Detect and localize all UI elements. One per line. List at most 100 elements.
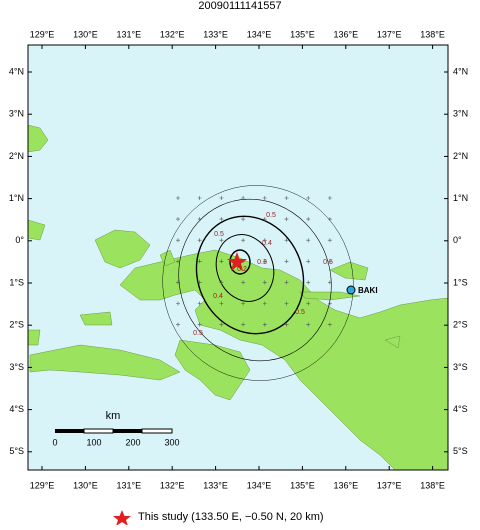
- grid-point: [219, 301, 224, 306]
- lon-label: 130°E: [73, 480, 98, 490]
- contour-label: 0.4: [213, 293, 223, 300]
- grid-point: [327, 322, 332, 327]
- grid-point: [241, 301, 246, 306]
- grid-point: [241, 322, 246, 327]
- scale-label: 100: [86, 437, 101, 447]
- lat-label: 0°: [15, 235, 24, 245]
- grid-point: [284, 238, 289, 243]
- grid-point: [284, 322, 289, 327]
- grid-point: [306, 301, 311, 306]
- grid-point: [327, 196, 332, 200]
- grid-point: [284, 217, 289, 222]
- scale-label: 200: [125, 437, 140, 447]
- lat-label: 4°S: [453, 404, 468, 414]
- frame: [27, 44, 449, 471]
- grid-point: [197, 238, 202, 243]
- legend-label: This study (133.50 E, −0.50 N, 20 km): [138, 511, 324, 523]
- lon-label: 134°E: [247, 480, 272, 490]
- grid-point: [306, 196, 311, 200]
- grid-point: [306, 259, 311, 264]
- scale-label: 300: [164, 437, 179, 447]
- contour-label: 0.5: [266, 212, 276, 219]
- grid-point: [219, 238, 224, 243]
- lat-label: 3°S: [9, 362, 24, 372]
- scale-label: 0: [52, 437, 57, 447]
- grid-point: [327, 259, 332, 264]
- station-marker: [346, 285, 356, 295]
- lat-label: 1°S: [9, 277, 24, 287]
- contour-label: 0.5: [214, 231, 224, 238]
- contour-label: 0.5: [193, 330, 203, 337]
- lon-label: 138°E: [420, 29, 445, 39]
- grid-point: [262, 280, 267, 285]
- lon-label: 129°E: [30, 480, 55, 490]
- grid-point: [219, 196, 224, 200]
- grid-point: [327, 301, 332, 306]
- lon-label: 133°E: [203, 29, 228, 39]
- grid-point: [176, 280, 180, 285]
- grid-point: [284, 301, 289, 306]
- station-label: BAKI: [358, 286, 378, 295]
- grid-point: [197, 301, 202, 306]
- lon-label: 131°E: [116, 29, 141, 39]
- grid-point: [284, 196, 289, 200]
- grid-point: [262, 196, 267, 200]
- contour-label: 0.3: [257, 259, 267, 266]
- grid-point: [262, 217, 267, 222]
- lon-label: 137°E: [377, 29, 402, 39]
- contours: [162, 185, 354, 381]
- grid-point: [219, 259, 224, 264]
- grid-point: [176, 217, 180, 222]
- scale-bar: [55, 428, 173, 434]
- grid-point: [306, 280, 311, 285]
- lon-label: 129°E: [30, 29, 55, 39]
- scale-unit: km: [106, 410, 121, 422]
- title: 20090111141557: [198, 0, 281, 12]
- lon-label: 136°E: [333, 480, 358, 490]
- lon-label: 134°E: [247, 29, 272, 39]
- grid-point: [197, 322, 202, 327]
- legend-star: [113, 510, 131, 526]
- grid-point: [197, 217, 202, 222]
- lat-label: 1°S: [453, 277, 468, 287]
- grid-point: [241, 238, 246, 243]
- event-star: [227, 252, 247, 271]
- lat-label: 1°N: [9, 193, 24, 203]
- grid-point: [176, 259, 180, 264]
- contour-label: 0.5: [323, 259, 333, 266]
- lon-label: 130°E: [73, 29, 98, 39]
- lon-label: 133°E: [203, 480, 228, 490]
- lat-label: 2°S: [453, 320, 468, 330]
- lat-label: 3°S: [453, 362, 468, 372]
- grid-point: [284, 259, 289, 264]
- grid-point: [262, 259, 267, 264]
- grid-points: [176, 196, 332, 327]
- contour-label: 0.2: [237, 266, 247, 273]
- grid-point: [306, 217, 311, 222]
- grid-point: [176, 238, 180, 243]
- grid-point: [306, 238, 311, 243]
- lat-label: 4°N: [453, 66, 468, 76]
- lat-label: 2°N: [9, 151, 24, 161]
- lat-label: 4°S: [9, 404, 24, 414]
- grid-point: [241, 196, 246, 200]
- grid-point: [176, 196, 180, 200]
- grid-point: [327, 217, 332, 222]
- lon-label: 132°E: [160, 29, 185, 39]
- grid-point: [197, 280, 202, 285]
- lat-label: 3°N: [453, 109, 468, 119]
- lat-label: 5°S: [9, 446, 24, 456]
- grid-point: [219, 322, 224, 327]
- grid-point: [306, 322, 311, 327]
- grid-point: [262, 238, 267, 243]
- grid-point: [197, 259, 202, 264]
- grid-point: [176, 301, 180, 306]
- contour-label: 0.4: [262, 240, 272, 247]
- lat-label: 2°S: [9, 320, 24, 330]
- lon-label: 135°E: [290, 29, 315, 39]
- lat-label: 5°S: [453, 446, 468, 456]
- grid-point: [327, 238, 332, 243]
- grid-point: [197, 196, 202, 200]
- lon-label: 131°E: [116, 480, 141, 490]
